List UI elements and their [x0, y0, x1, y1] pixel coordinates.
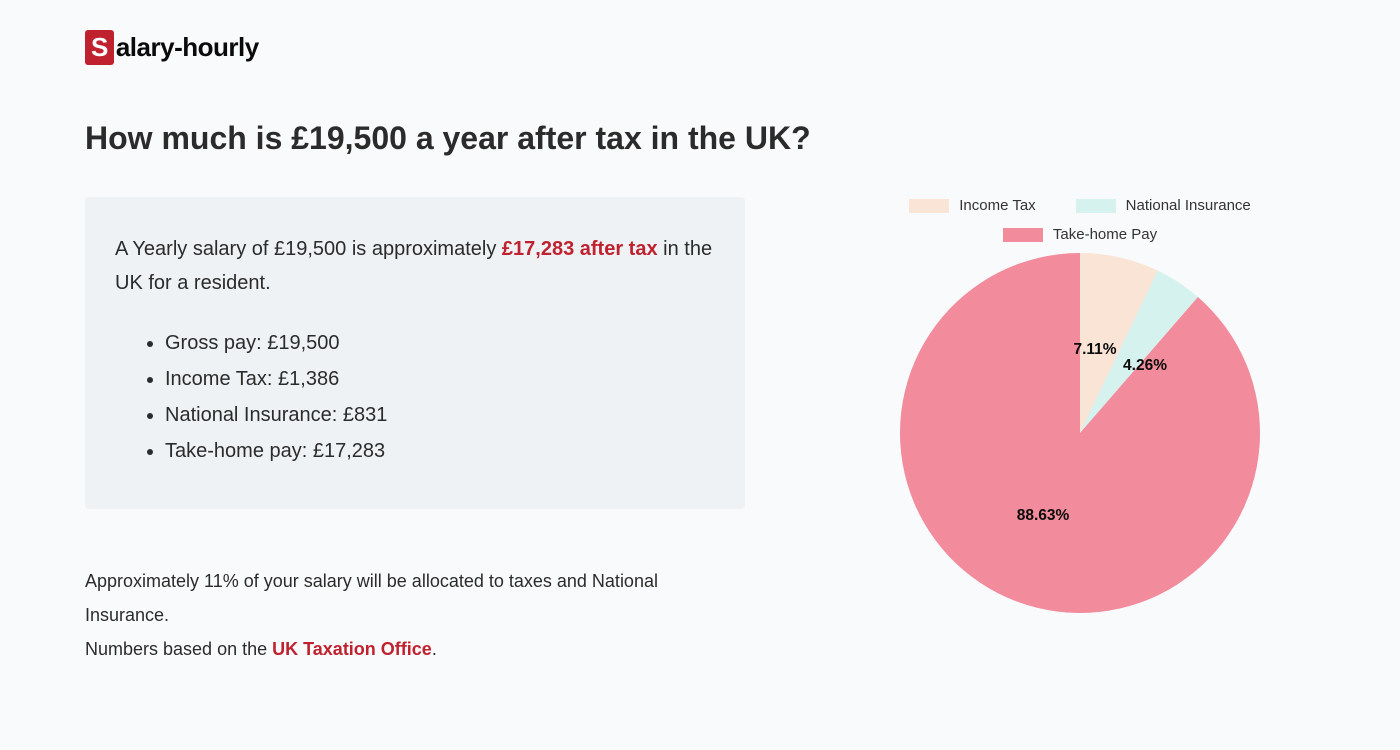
legend-label: Take-home Pay: [1053, 226, 1157, 243]
legend-item-take-home: Take-home Pay: [1003, 226, 1157, 243]
left-column: A Yearly salary of £19,500 is approximat…: [85, 197, 745, 667]
breakdown-item: Income Tax: £1,386: [165, 361, 715, 397]
footnote-link[interactable]: UK Taxation Office: [272, 639, 432, 659]
pie-chart: 7.11% 4.26% 88.63%: [900, 253, 1260, 613]
pie-label-national-insurance: 4.26%: [1123, 357, 1167, 375]
breakdown-list: Gross pay: £19,500 Income Tax: £1,386 Na…: [115, 325, 715, 469]
right-column: Income Tax National Insurance Take-home …: [855, 197, 1305, 613]
legend-swatch: [1003, 228, 1043, 242]
legend-swatch: [1076, 199, 1116, 213]
footnote-line2-prefix: Numbers based on the: [85, 639, 272, 659]
footnote-line1: Approximately 11% of your salary will be…: [85, 571, 658, 625]
page-heading: How much is £19,500 a year after tax in …: [85, 120, 1315, 157]
summary-card: A Yearly salary of £19,500 is approximat…: [85, 197, 745, 509]
summary-prefix: A Yearly salary of £19,500 is approximat…: [115, 238, 502, 260]
breakdown-item: National Insurance: £831: [165, 397, 715, 433]
breakdown-item: Gross pay: £19,500: [165, 325, 715, 361]
pie-label-income-tax: 7.11%: [1073, 341, 1116, 359]
footnote: Approximately 11% of your salary will be…: [85, 564, 745, 667]
pie-svg: [900, 253, 1260, 613]
legend-label: Income Tax: [959, 197, 1035, 214]
site-logo: Salary-hourly: [85, 30, 1315, 65]
logo-text: alary-hourly: [116, 32, 259, 63]
content-row: A Yearly salary of £19,500 is approximat…: [85, 197, 1315, 667]
footnote-line2-suffix: .: [432, 639, 437, 659]
pie-label-take-home: 88.63%: [1017, 507, 1070, 525]
legend-item-income-tax: Income Tax: [909, 197, 1035, 214]
legend-label: National Insurance: [1126, 197, 1251, 214]
logo-badge: S: [85, 30, 114, 65]
chart-legend: Income Tax National Insurance Take-home …: [855, 197, 1305, 243]
summary-highlight: £17,283 after tax: [502, 238, 658, 260]
breakdown-item: Take-home pay: £17,283: [165, 433, 715, 469]
legend-item-national-insurance: National Insurance: [1076, 197, 1251, 214]
legend-swatch: [909, 199, 949, 213]
summary-text: A Yearly salary of £19,500 is approximat…: [115, 232, 715, 300]
